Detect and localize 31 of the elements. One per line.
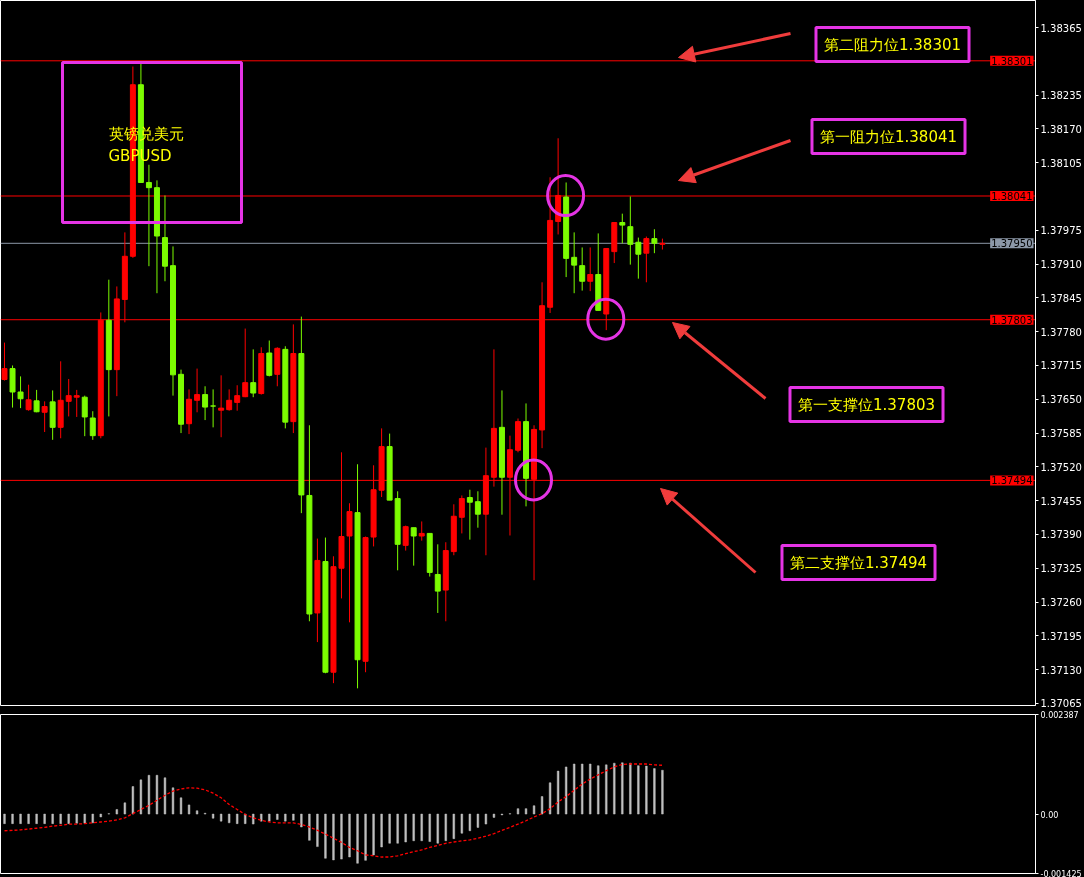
y-tick-label: -0.001425 <box>1040 870 1082 877</box>
y-tick-label: 1.37260 <box>1040 597 1082 609</box>
y-tick-label: 1.37195 <box>1040 630 1082 642</box>
y-tick-label: 1.37130 <box>1040 664 1082 676</box>
annotation: 第二支撑位1.37494 <box>789 553 928 572</box>
ref-line-label: 1.38041 <box>991 190 1033 202</box>
y-tick-label: 0.00 <box>1040 810 1059 820</box>
y-tick-label: 1.37780 <box>1040 326 1082 338</box>
y-tick-label: 1.37715 <box>1040 360 1082 372</box>
y-tick-label: 1.37325 <box>1040 563 1082 575</box>
y-tick-label: 1.38105 <box>1040 157 1082 169</box>
annotation: 第一阻力位1.38041 <box>819 127 958 146</box>
y-tick-label: 1.37910 <box>1040 259 1082 271</box>
y-tick-label: 1.38170 <box>1040 123 1082 135</box>
y-tick-label: 1.38365 <box>1040 22 1082 34</box>
y-tick-label: 1.37520 <box>1040 461 1082 473</box>
y-tick-label: 1.37585 <box>1040 428 1082 440</box>
y-tick-label: 1.37975 <box>1040 225 1082 237</box>
y-tick-label: 1.37455 <box>1040 495 1082 507</box>
annotation: 第二阻力位1.38301 <box>823 35 962 54</box>
y-tick-label: 1.37650 <box>1040 394 1082 406</box>
ref-line-label: 1.37803 <box>991 314 1033 326</box>
y-tick-label: 1.37065 <box>1040 698 1082 710</box>
y-tick-label: 0.002387 <box>1040 711 1079 720</box>
y-tick-label: 1.37390 <box>1040 529 1082 541</box>
ref-line-label: 1.37494 <box>991 475 1033 487</box>
y-tick-label: 1.38235 <box>1040 90 1082 102</box>
annotation: 第一支撑位1.37803 <box>797 395 936 414</box>
ref-line-label: 1.38301 <box>991 55 1033 67</box>
y-tick-label: 1.37845 <box>1040 292 1082 304</box>
ref-line-label: 1.37950 <box>991 238 1033 250</box>
